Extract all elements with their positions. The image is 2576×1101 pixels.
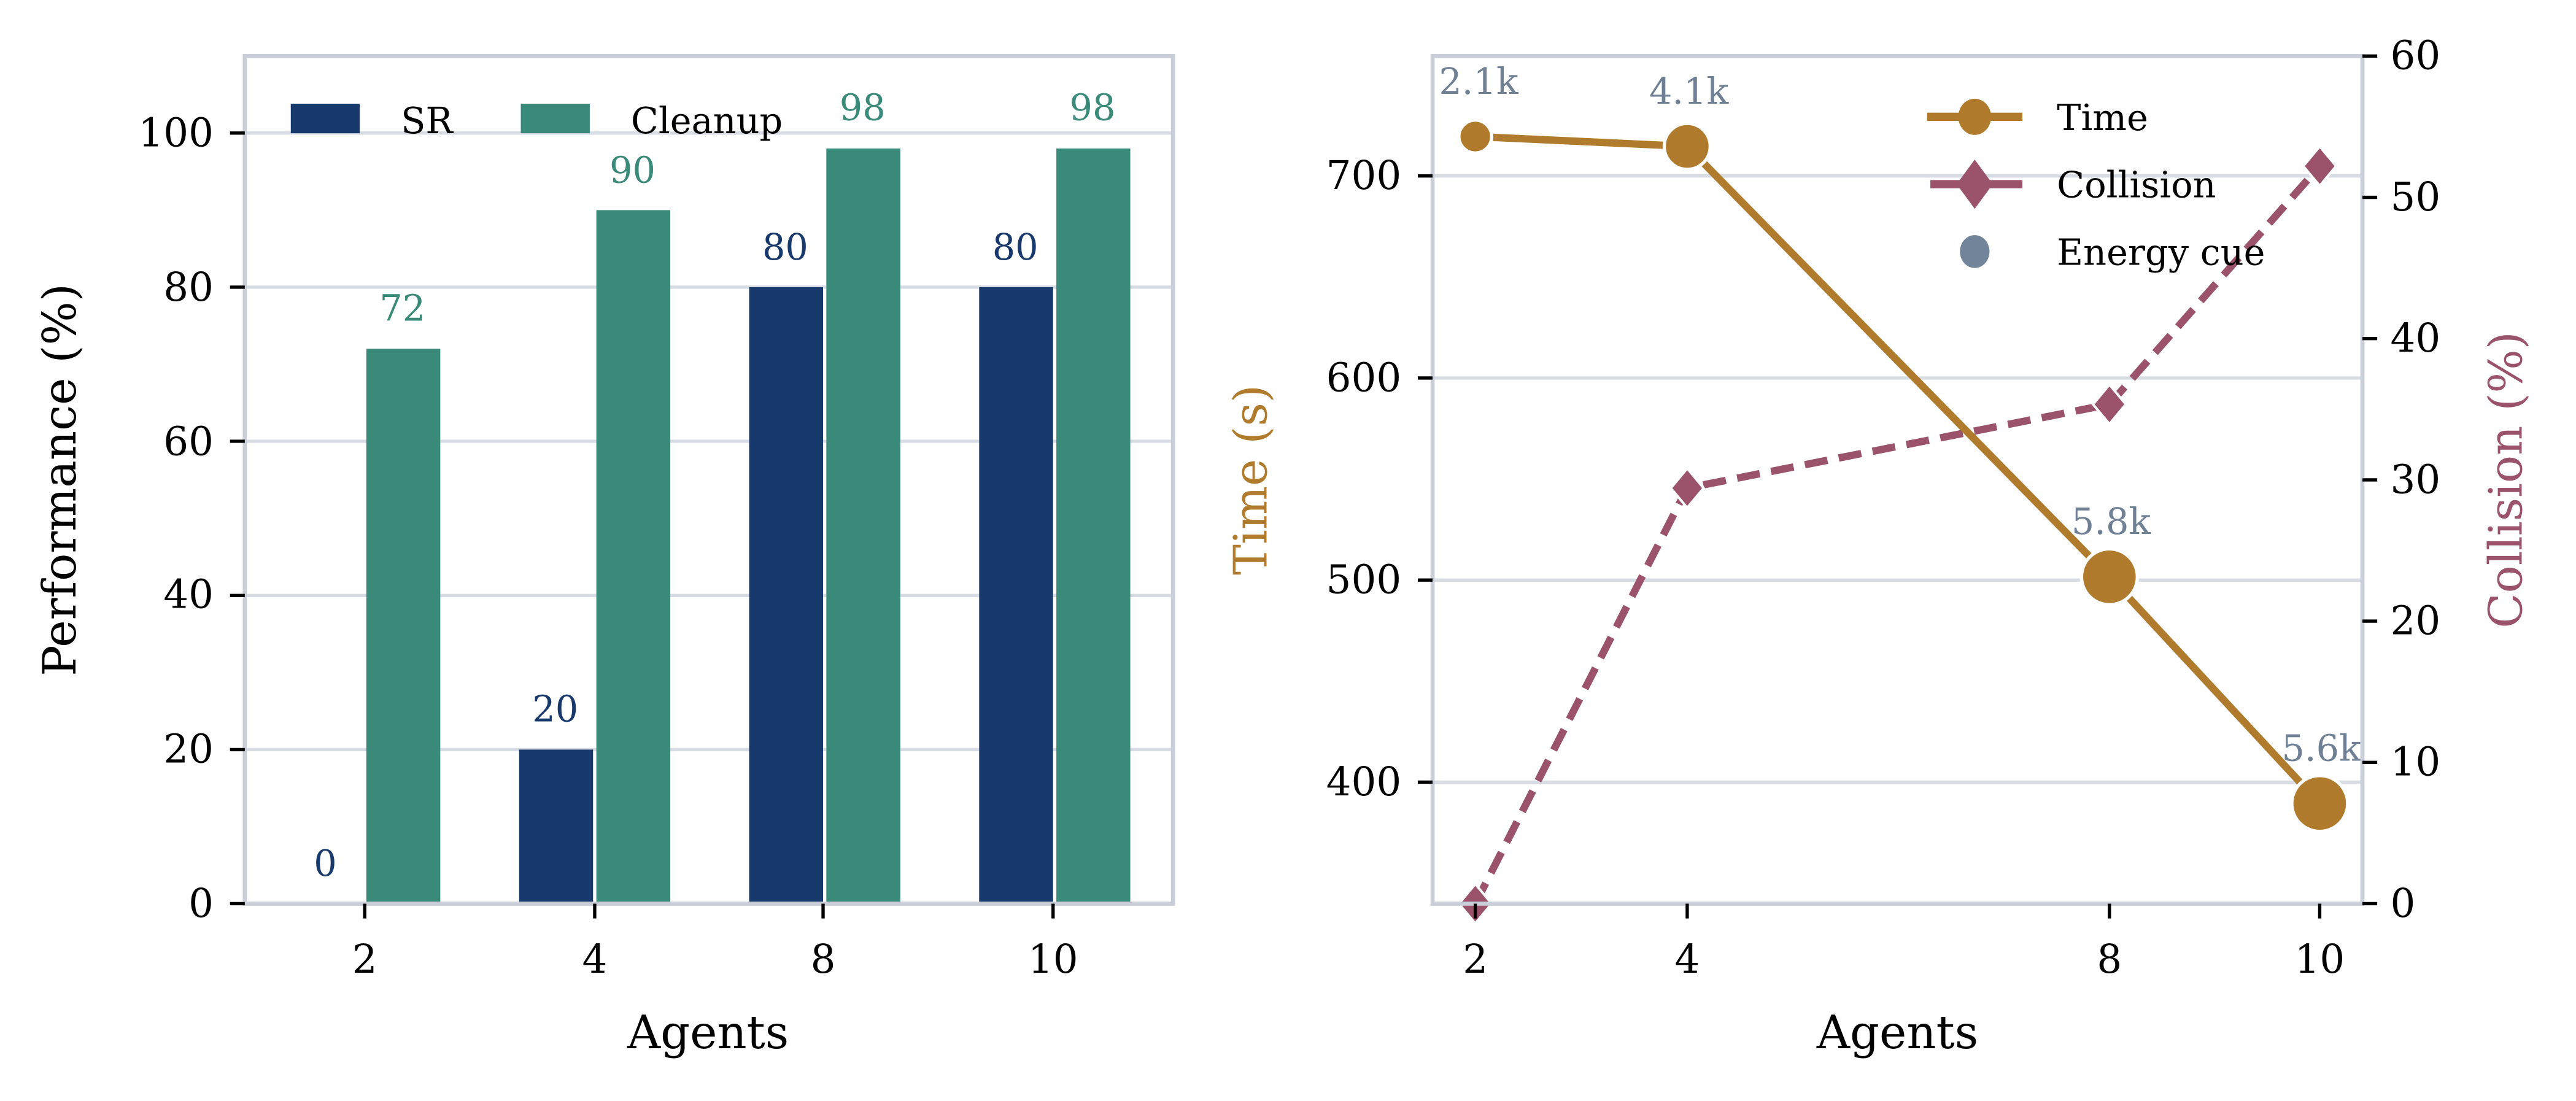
svg-text:60: 60 bbox=[2391, 33, 2441, 79]
collision-axis-label: Collision (%) bbox=[2479, 331, 2533, 628]
bar-cleanup-10 bbox=[1056, 149, 1131, 904]
cleanup-bars bbox=[366, 149, 1131, 904]
energy-label: 5.6k bbox=[2281, 727, 2362, 770]
cleanup-bar-labels: 72 90 98 98 bbox=[379, 87, 1115, 330]
legend-label-time: Time bbox=[2057, 96, 2148, 139]
legend-swatch-sr bbox=[290, 103, 360, 134]
collision-line bbox=[1472, 163, 2323, 906]
bar-label: 0 bbox=[314, 842, 336, 884]
time-marker bbox=[2079, 547, 2140, 607]
bar-label: 98 bbox=[1070, 87, 1116, 129]
svg-text:2: 2 bbox=[1463, 937, 1488, 983]
time-marker bbox=[2290, 774, 2350, 833]
svg-text:500: 500 bbox=[1326, 557, 1402, 603]
svg-text:400: 400 bbox=[1326, 759, 1402, 805]
bar-label: 72 bbox=[379, 287, 425, 329]
time-y-tick-labels: 400 500 600 700 bbox=[1326, 153, 1402, 805]
svg-text:8: 8 bbox=[2097, 937, 2122, 983]
svg-text:700: 700 bbox=[1326, 153, 1402, 199]
legend-label-energy: Energy cue bbox=[2057, 231, 2265, 273]
legend-label-collision: Collision bbox=[2057, 164, 2216, 206]
left-y-tick-labels: 0 20 40 60 80 100 bbox=[138, 110, 214, 927]
bar-sr-8 bbox=[749, 287, 824, 904]
collision-marker bbox=[2302, 144, 2338, 188]
right-x-axis-label: Agents bbox=[1816, 1005, 1978, 1059]
svg-text:40: 40 bbox=[2391, 315, 2441, 361]
energy-label: 5.8k bbox=[2071, 500, 2152, 543]
energy-labels: 2.1k 4.1k 5.8k 5.6k bbox=[1439, 60, 2362, 770]
bar-cleanup-2 bbox=[366, 349, 441, 904]
svg-text:8: 8 bbox=[811, 937, 836, 983]
time-series bbox=[1457, 118, 2350, 833]
left-x-axis-label: Agents bbox=[627, 1005, 789, 1059]
right-plot-frame bbox=[1430, 53, 2365, 906]
collision-marker bbox=[1669, 466, 1706, 510]
svg-text:20: 20 bbox=[163, 726, 214, 772]
svg-text:2: 2 bbox=[352, 937, 377, 983]
energy-label: 4.1k bbox=[1649, 70, 1730, 112]
sr-bars bbox=[519, 287, 1053, 904]
legend-time-icon bbox=[1958, 98, 1992, 135]
right-gridlines bbox=[1433, 174, 2363, 784]
left-y-ticks bbox=[230, 131, 245, 906]
left-y-axis-label: Performance (%) bbox=[33, 284, 87, 676]
bar-label: 90 bbox=[609, 149, 656, 191]
energy-label: 2.1k bbox=[1439, 60, 1519, 102]
svg-text:80: 80 bbox=[163, 265, 214, 311]
bar-label: 98 bbox=[840, 87, 886, 129]
collision-marker bbox=[2091, 382, 2128, 427]
legend-swatch-cleanup bbox=[520, 103, 590, 134]
svg-text:4: 4 bbox=[582, 937, 608, 983]
bar-cleanup-4 bbox=[596, 210, 671, 904]
svg-text:100: 100 bbox=[138, 110, 214, 156]
bar-label: 80 bbox=[992, 226, 1039, 268]
svg-text:50: 50 bbox=[2391, 174, 2441, 220]
legend-energy-icon bbox=[1960, 235, 1990, 268]
svg-text:0: 0 bbox=[188, 881, 214, 927]
legend-collision-icon bbox=[1956, 159, 1993, 209]
sr-bar-labels: 0 20 80 80 bbox=[314, 226, 1038, 884]
bar-cleanup-8 bbox=[826, 149, 900, 904]
time-axis-label: Time (s) bbox=[1224, 385, 1278, 575]
legend-label-cleanup: Cleanup bbox=[631, 99, 783, 142]
collision-series bbox=[1457, 144, 2338, 925]
svg-text:10: 10 bbox=[2391, 740, 2441, 786]
svg-text:10: 10 bbox=[1028, 937, 1078, 983]
left-bar-chart: 0 20 80 80 72 90 98 98 0 20 40 60 80 bbox=[33, 53, 1175, 1059]
left-legend: SR Cleanup bbox=[290, 99, 783, 142]
bar-label: 80 bbox=[762, 226, 808, 268]
svg-text:40: 40 bbox=[163, 572, 214, 618]
bar-label: 20 bbox=[532, 687, 578, 730]
collision-y-tick-labels: 0 10 20 30 40 50 60 bbox=[2391, 33, 2441, 927]
collision-y-ticks bbox=[2362, 54, 2378, 906]
svg-text:30: 30 bbox=[2391, 457, 2441, 503]
svg-text:0: 0 bbox=[2391, 881, 2416, 927]
time-marker bbox=[1457, 118, 1494, 155]
svg-text:60: 60 bbox=[163, 419, 214, 465]
bar-sr-4 bbox=[519, 749, 594, 904]
left-x-tick-labels: 2 4 8 10 bbox=[352, 937, 1078, 983]
right-x-tick-labels: 2 4 8 10 bbox=[1463, 937, 2345, 983]
right-line-chart: 2.1k 4.1k 5.8k 5.6k 400 500 600 700 Time… bbox=[1224, 33, 2533, 1059]
svg-text:4: 4 bbox=[1674, 937, 1700, 983]
legend-label-sr: SR bbox=[401, 99, 454, 142]
left-x-ticks bbox=[363, 903, 1055, 919]
svg-text:600: 600 bbox=[1326, 355, 1402, 401]
time-y-ticks bbox=[1417, 174, 1433, 784]
bar-sr-10 bbox=[979, 287, 1053, 904]
svg-text:20: 20 bbox=[2391, 598, 2441, 644]
right-legend: Time Collision Energy cue bbox=[1927, 96, 2265, 273]
time-marker bbox=[1662, 122, 1712, 171]
right-x-ticks bbox=[1473, 903, 2322, 919]
time-line bbox=[1475, 133, 2323, 806]
left-plot-frame bbox=[242, 53, 1175, 906]
svg-text:10: 10 bbox=[2295, 937, 2345, 983]
